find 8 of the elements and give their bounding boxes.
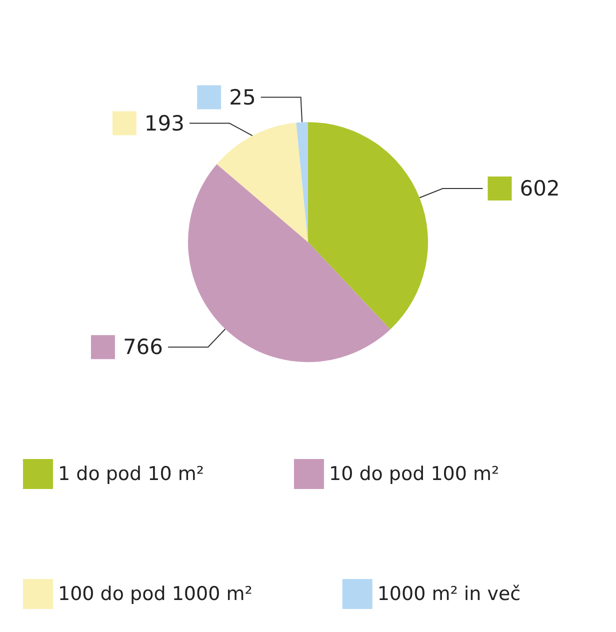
data-label: 193 [144,111,185,136]
legend-label: 10 do pod 100 m² [328,463,500,485]
legend-label: 1 do pod 10 m² [58,463,204,485]
data-label: 25 [229,85,256,110]
data-label: 766 [122,335,164,360]
legend-label: 1000 m² in več [377,583,521,605]
legend-label: 100 do pod 1000 m² [58,583,252,605]
data-label: 602 [520,176,560,201]
